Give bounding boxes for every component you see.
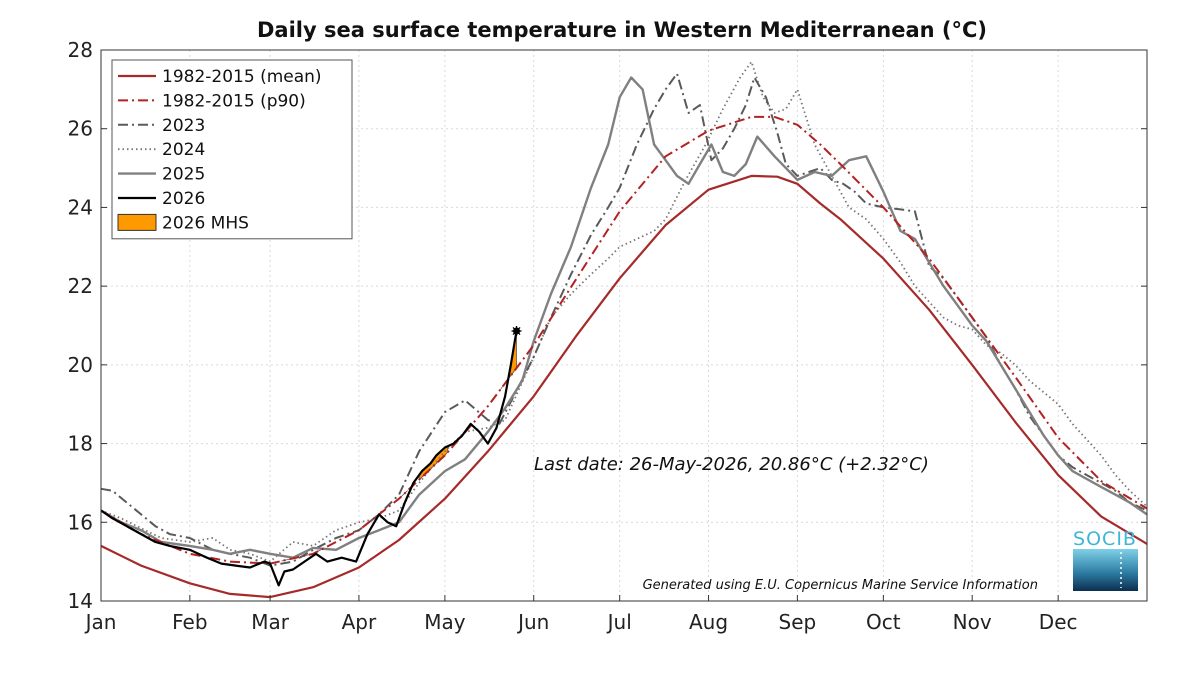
- plot-frame: [100, 49, 1148, 602]
- series-line-2026: [100, 330, 518, 587]
- series-line-2025: [100, 76, 1148, 559]
- legend-label: 2023: [162, 116, 205, 136]
- legend-box: [111, 59, 353, 240]
- y-tick-label: 18: [68, 432, 93, 456]
- x-tick-label: Sep: [779, 610, 817, 634]
- chart-title: Daily sea surface temperature in Western…: [257, 18, 987, 42]
- x-tick-label: Dec: [1039, 610, 1078, 634]
- socib-logo: SOCIB: [1073, 528, 1138, 591]
- y-tick-label: 28: [68, 38, 93, 62]
- legend-label: 1982-2015 (p90): [162, 91, 306, 111]
- x-tick-label: Jun: [516, 610, 549, 634]
- legend-label: 1982-2015 (mean): [162, 67, 322, 87]
- x-tick-label: Nov: [953, 610, 992, 634]
- x-tick-label: Mar: [251, 610, 290, 634]
- legend-label: 2026: [162, 189, 205, 209]
- x-tick-label: May: [424, 610, 466, 634]
- y-tick-label: 24: [68, 195, 93, 219]
- y-tick-label: 20: [68, 353, 93, 377]
- legend-label: 2024: [162, 140, 205, 160]
- last-date-annotation: Last date: 26-May-2026, 20.86°C (+2.32°C…: [534, 454, 929, 475]
- legend-label: 2026 MHS: [162, 213, 249, 233]
- axis-ticks: 14 16 18 20 22 24 26 28 Jan Feb Mar Apr May Jun Jul Aug…: [68, 38, 1147, 634]
- copernicus-credit: Generated using E.U. Copernicus Marine S…: [643, 578, 1038, 593]
- x-tick-label: Feb: [172, 610, 207, 634]
- x-tick-label: Jul: [606, 610, 632, 634]
- last-point-marker: [511, 326, 522, 337]
- x-tick-label: Jan: [84, 610, 117, 634]
- y-tick-label: 26: [68, 117, 93, 141]
- y-tick-label: 22: [68, 274, 93, 298]
- y-tick-label: 16: [68, 510, 93, 534]
- legend: 1982-2015 (mean) 1982-2015 (p90) 2023 2024 2…: [111, 59, 353, 240]
- legend-label: 2025: [162, 165, 205, 185]
- legend-swatch-mhs: [117, 213, 157, 231]
- series-line-1982-2015-p90-: [100, 115, 1148, 565]
- x-tick-label: Oct: [866, 610, 901, 634]
- x-tick-label: Apr: [342, 610, 377, 634]
- series-lines: [100, 60, 1148, 599]
- y-tick-label: 14: [68, 589, 93, 613]
- logo-wave-block: [1073, 549, 1138, 591]
- series-line-1982-2015-mean-: [100, 174, 1148, 599]
- x-tick-label: Aug: [689, 610, 728, 634]
- logo-text: SOCIB: [1073, 528, 1137, 550]
